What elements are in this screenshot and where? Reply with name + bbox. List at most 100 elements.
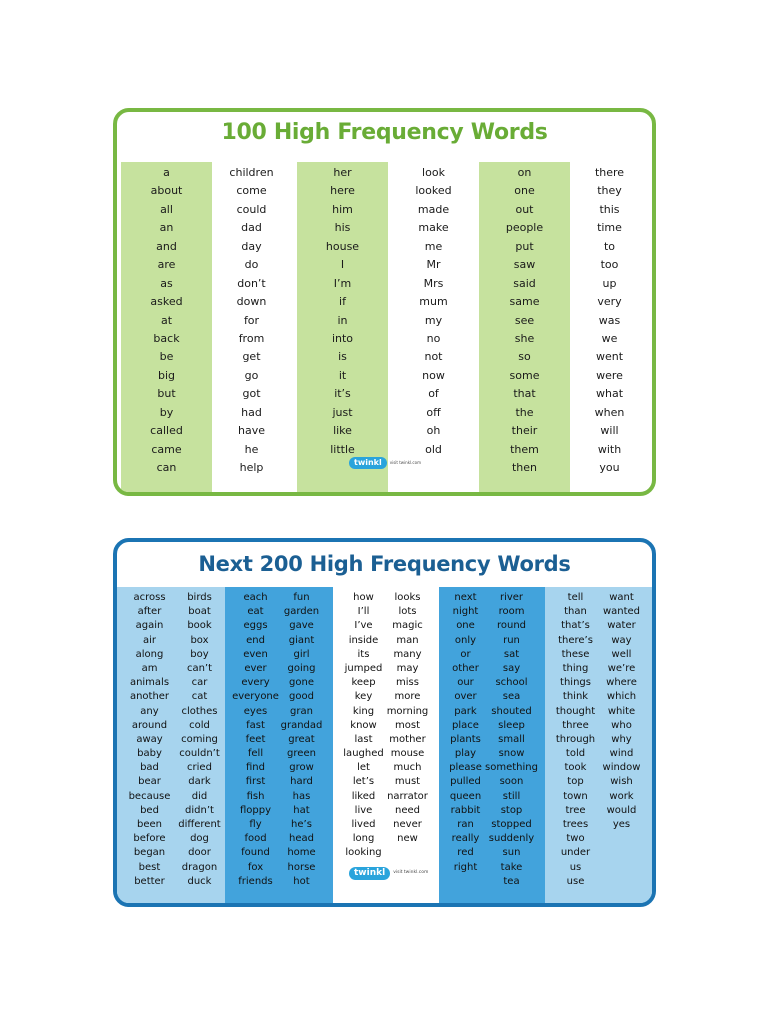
word-item: any (140, 705, 159, 717)
word-item: may (396, 662, 419, 674)
word-item: town (563, 790, 588, 802)
word-item: way (611, 634, 632, 646)
word-column-band: across after again air along am animals another… (117, 587, 225, 903)
word-column: children come could dad day do don’t down for fro… (206, 162, 297, 492)
word-column-band: how I’ll I’ve inside its jumped keep key king kno… (333, 587, 439, 903)
word-item: made (417, 202, 450, 216)
word-item: boy (190, 648, 209, 660)
word-item: please (449, 762, 482, 774)
word-item: eat (247, 606, 264, 618)
word-item: stopped (491, 819, 532, 830)
word-item: end (246, 634, 265, 646)
word-item: my (424, 313, 443, 327)
word-item: she (514, 331, 535, 345)
word-item: had (241, 405, 262, 419)
word-item: other (452, 662, 479, 674)
word-item: you (599, 461, 620, 474)
word-item: that’s (561, 620, 590, 632)
word-item: floppy (239, 804, 272, 816)
word-item: another (129, 691, 170, 703)
word-item: now (422, 368, 445, 382)
word-item: friends (238, 875, 273, 887)
word-item: man (396, 634, 419, 646)
word-item: tea (503, 875, 520, 887)
word-item: be (159, 350, 174, 364)
word-item: lived (351, 819, 376, 830)
word-item: white (607, 705, 636, 717)
twinkl-url: visit twinkl.com (389, 460, 421, 465)
word-item: soon (499, 776, 524, 788)
word-item: there (594, 166, 625, 179)
word-item: even (243, 648, 268, 660)
word-item: mum (419, 295, 448, 309)
word-item: clothes (181, 705, 218, 717)
word-item: big (157, 368, 176, 382)
word-item: are (157, 258, 176, 272)
word-item: cried (187, 762, 212, 774)
word-item: cold (189, 719, 210, 731)
word-item: than (564, 606, 587, 618)
word-item: if (339, 295, 346, 309)
word-item: dog (190, 833, 209, 845)
word-item: stop (500, 804, 523, 816)
word-item: great (288, 733, 315, 745)
word-item: how (353, 592, 374, 603)
word-item: hard (290, 776, 313, 788)
word-item: off (426, 405, 441, 419)
word-column: look looked made make me Mr Mrs mum my no not now of… (388, 162, 479, 492)
word-item: fish (246, 790, 265, 802)
word-item: down (236, 295, 267, 309)
word-item: room (498, 606, 525, 618)
word-item: with (597, 442, 622, 456)
word-item: who (611, 719, 632, 731)
word-item: still (502, 790, 521, 802)
word-item: animals (129, 677, 170, 689)
word-item: grandad (280, 719, 323, 731)
word-item: looked (415, 184, 452, 198)
word-item: ever (244, 662, 267, 674)
word-item: help (239, 461, 264, 474)
word-item: eyes (243, 705, 268, 717)
word-item: best (138, 861, 161, 873)
word-item: well (611, 648, 632, 660)
word-columns: a about all an and are as asked at back be big but by… (117, 162, 652, 492)
card-title: 100 High Frequency Words (221, 120, 548, 145)
word-column-band: each eat eggs end even ever every everyone eyes f… (225, 587, 333, 903)
twinkl-logo: twinkl visit twinkl.com (349, 867, 428, 880)
word-item: saw (513, 258, 536, 272)
word-item: car (191, 677, 208, 689)
word-item: book (187, 620, 212, 632)
word-item: liked (351, 790, 376, 802)
word-item: fly (249, 819, 262, 830)
word-item: fun (293, 592, 310, 603)
word-item: it (338, 368, 347, 382)
word-item: everyone (232, 691, 279, 703)
word-item: fast (246, 719, 265, 731)
word-item: her (333, 166, 352, 179)
word-item: by (159, 405, 174, 419)
word-item: same (509, 295, 540, 309)
word-item: why (611, 733, 632, 745)
word-item: has (292, 790, 311, 802)
word-column-band: next night one only or other our over park place p… (439, 587, 545, 903)
word-item: too (600, 258, 619, 272)
word-item: small (498, 733, 525, 745)
word-item: I’ve (354, 620, 373, 632)
word-item: like (333, 424, 352, 438)
word-column: fun garden gave giant girl going gone good gran g… (275, 591, 328, 889)
word-item: keep (351, 677, 376, 689)
word-item: of (428, 387, 439, 401)
word-item: all (160, 202, 173, 216)
word-item: some (509, 368, 540, 382)
word-item: different (178, 819, 221, 830)
word-column: across after again air along am animals another… (123, 591, 176, 889)
word-item: this (599, 202, 620, 216)
word-item: red (457, 847, 474, 859)
twinkl-logo: twinkl visit twinkl.com (349, 457, 421, 469)
word-item: one (456, 620, 475, 632)
word-item: to (603, 239, 616, 253)
word-item: found (241, 847, 270, 859)
word-item: as (160, 276, 173, 290)
word-item: water (607, 620, 636, 632)
word-item: things (560, 677, 591, 689)
